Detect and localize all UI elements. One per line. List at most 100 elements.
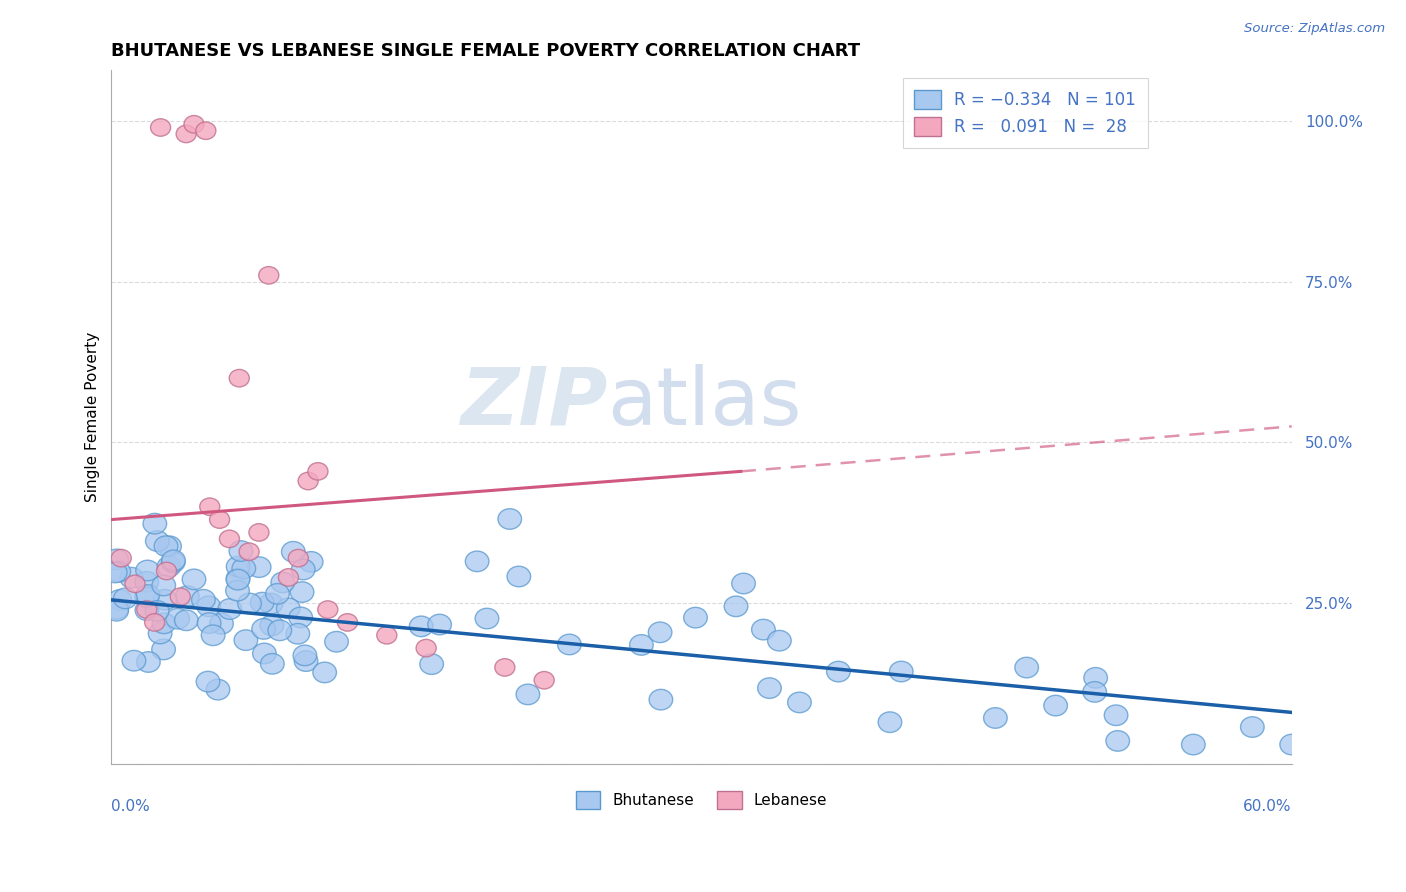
Ellipse shape bbox=[475, 608, 499, 629]
Ellipse shape bbox=[1104, 705, 1128, 725]
Ellipse shape bbox=[290, 582, 314, 602]
Ellipse shape bbox=[107, 561, 131, 582]
Ellipse shape bbox=[534, 672, 554, 689]
Text: 60.0%: 60.0% bbox=[1243, 799, 1292, 814]
Ellipse shape bbox=[226, 581, 249, 601]
Ellipse shape bbox=[648, 622, 672, 642]
Ellipse shape bbox=[259, 267, 278, 284]
Ellipse shape bbox=[157, 557, 181, 577]
Ellipse shape bbox=[148, 624, 172, 644]
Ellipse shape bbox=[291, 559, 315, 580]
Ellipse shape bbox=[1240, 717, 1264, 738]
Ellipse shape bbox=[162, 550, 186, 571]
Ellipse shape bbox=[239, 543, 259, 560]
Ellipse shape bbox=[508, 566, 530, 587]
Ellipse shape bbox=[145, 614, 165, 632]
Legend: Bhutanese, Lebanese: Bhutanese, Lebanese bbox=[569, 785, 834, 815]
Ellipse shape bbox=[650, 690, 672, 710]
Ellipse shape bbox=[156, 562, 177, 580]
Ellipse shape bbox=[176, 125, 197, 143]
Text: 0.0%: 0.0% bbox=[111, 799, 150, 814]
Ellipse shape bbox=[105, 549, 128, 570]
Ellipse shape bbox=[135, 600, 159, 621]
Ellipse shape bbox=[219, 530, 239, 548]
Ellipse shape bbox=[226, 569, 250, 590]
Ellipse shape bbox=[183, 569, 205, 590]
Ellipse shape bbox=[197, 672, 219, 692]
Ellipse shape bbox=[136, 652, 160, 673]
Text: ZIP: ZIP bbox=[460, 364, 607, 442]
Ellipse shape bbox=[427, 615, 451, 635]
Ellipse shape bbox=[420, 654, 443, 674]
Ellipse shape bbox=[278, 569, 298, 586]
Ellipse shape bbox=[195, 122, 217, 139]
Ellipse shape bbox=[226, 568, 250, 589]
Text: Source: ZipAtlas.com: Source: ZipAtlas.com bbox=[1244, 22, 1385, 36]
Ellipse shape bbox=[247, 557, 271, 577]
Ellipse shape bbox=[292, 645, 316, 665]
Ellipse shape bbox=[516, 684, 540, 705]
Ellipse shape bbox=[325, 632, 349, 652]
Ellipse shape bbox=[191, 590, 215, 610]
Ellipse shape bbox=[125, 575, 145, 592]
Ellipse shape bbox=[104, 562, 127, 582]
Ellipse shape bbox=[260, 615, 284, 636]
Ellipse shape bbox=[787, 692, 811, 713]
Ellipse shape bbox=[136, 601, 157, 618]
Ellipse shape bbox=[827, 661, 851, 681]
Ellipse shape bbox=[152, 640, 176, 660]
Ellipse shape bbox=[136, 560, 159, 581]
Ellipse shape bbox=[269, 620, 291, 640]
Ellipse shape bbox=[157, 536, 181, 557]
Ellipse shape bbox=[285, 624, 309, 644]
Ellipse shape bbox=[377, 626, 396, 644]
Ellipse shape bbox=[111, 549, 131, 567]
Ellipse shape bbox=[984, 707, 1007, 728]
Ellipse shape bbox=[207, 680, 229, 700]
Ellipse shape bbox=[226, 557, 250, 577]
Ellipse shape bbox=[145, 531, 169, 551]
Text: BHUTANESE VS LEBANESE SINGLE FEMALE POVERTY CORRELATION CHART: BHUTANESE VS LEBANESE SINGLE FEMALE POVE… bbox=[111, 42, 860, 60]
Ellipse shape bbox=[337, 614, 357, 632]
Ellipse shape bbox=[143, 514, 167, 534]
Ellipse shape bbox=[176, 586, 200, 607]
Ellipse shape bbox=[259, 593, 283, 614]
Ellipse shape bbox=[314, 662, 336, 682]
Ellipse shape bbox=[1084, 667, 1108, 688]
Ellipse shape bbox=[201, 625, 225, 646]
Ellipse shape bbox=[184, 116, 204, 133]
Ellipse shape bbox=[495, 658, 515, 676]
Ellipse shape bbox=[266, 583, 290, 604]
Ellipse shape bbox=[250, 592, 274, 613]
Ellipse shape bbox=[1015, 657, 1039, 678]
Ellipse shape bbox=[294, 651, 318, 672]
Ellipse shape bbox=[238, 593, 262, 614]
Ellipse shape bbox=[281, 541, 305, 562]
Ellipse shape bbox=[200, 498, 219, 516]
Ellipse shape bbox=[166, 608, 190, 629]
Ellipse shape bbox=[1083, 681, 1107, 702]
Ellipse shape bbox=[174, 610, 198, 631]
Ellipse shape bbox=[150, 119, 170, 136]
Ellipse shape bbox=[252, 619, 276, 640]
Ellipse shape bbox=[135, 572, 159, 592]
Ellipse shape bbox=[197, 596, 221, 616]
Ellipse shape bbox=[758, 678, 782, 698]
Ellipse shape bbox=[683, 607, 707, 628]
Ellipse shape bbox=[308, 463, 328, 480]
Ellipse shape bbox=[299, 551, 323, 572]
Ellipse shape bbox=[170, 588, 190, 606]
Ellipse shape bbox=[288, 549, 308, 567]
Ellipse shape bbox=[724, 596, 748, 616]
Ellipse shape bbox=[277, 598, 299, 619]
Ellipse shape bbox=[1107, 731, 1129, 751]
Ellipse shape bbox=[298, 472, 318, 490]
Ellipse shape bbox=[114, 588, 138, 608]
Ellipse shape bbox=[105, 599, 128, 619]
Ellipse shape bbox=[731, 574, 755, 594]
Ellipse shape bbox=[416, 640, 436, 657]
Ellipse shape bbox=[135, 587, 159, 607]
Ellipse shape bbox=[271, 572, 295, 592]
Text: atlas: atlas bbox=[607, 364, 801, 442]
Ellipse shape bbox=[218, 599, 242, 619]
